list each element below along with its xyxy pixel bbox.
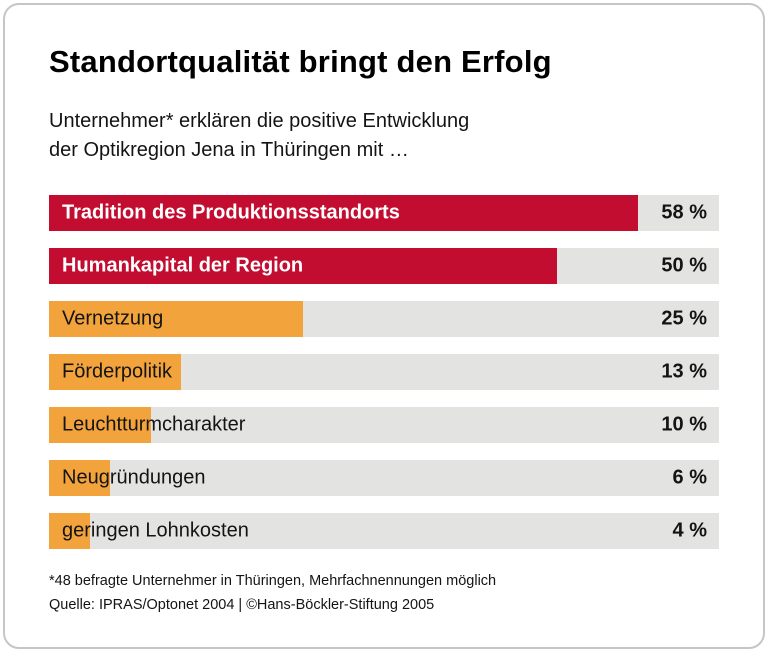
bar-track	[49, 460, 719, 496]
bar-value-label: 58 %	[661, 201, 707, 224]
bar-row: Leuchtturmcharakter 10 %	[49, 407, 719, 443]
bar-chart: Tradition des Produktionsstandorts 58 % Hu…	[49, 195, 719, 549]
bar-segment	[49, 460, 110, 496]
bar-category-label: Leuchtturmcharakter	[62, 413, 246, 436]
bar-track	[49, 513, 719, 549]
bar-value-label: 10 %	[661, 413, 707, 436]
bar-row: Humankapital der Region 50 %	[49, 248, 719, 284]
bar-value-label: 4 %	[672, 519, 707, 542]
subtitle-line-2: der Optikregion Jena in Thüringen mit …	[49, 139, 409, 161]
bar-category-label: Humankapital der Region	[62, 254, 304, 277]
source-line: Quelle: IPRAS/Optonet 2004 | ©Hans-Böckl…	[49, 597, 435, 613]
infographic-card: Standortqualität bringt den Erfolg Unter…	[3, 3, 765, 649]
bar-value-label: 50 %	[661, 254, 707, 277]
bar-row: Neugründungen 6 %	[49, 460, 719, 496]
bar-category-label: Tradition des Produktionsstandorts	[62, 201, 400, 224]
chart-title: Standortqualität bringt den Erfolg	[49, 44, 552, 79]
bar-row: Förderpolitik 13 %	[49, 354, 719, 390]
bar-value-label: 6 %	[672, 466, 707, 489]
subtitle-line-1: Unternehmer* erklären die positive Entwi…	[49, 110, 470, 132]
footnote: *48 befragte Unternehmer in Thüringen, M…	[49, 573, 497, 589]
bar-category-label: Förderpolitik	[62, 360, 173, 383]
bar-segment	[49, 407, 151, 443]
bar-segment	[49, 301, 303, 337]
bar-segment	[49, 248, 557, 284]
chart-subtitle: Unternehmer* erklären die positive Entwi…	[49, 107, 719, 165]
bar-value-label: 13 %	[661, 360, 707, 383]
bar-segment	[49, 513, 90, 549]
bar-row: Vernetzung 25 %	[49, 301, 719, 337]
bar-segment	[49, 195, 638, 231]
bar-row: geringen Lohnkosten 4 %	[49, 513, 719, 549]
bar-category-label: Vernetzung	[62, 307, 164, 330]
bar-segment	[49, 354, 181, 390]
bar-category-label: Neugründungen	[62, 466, 206, 489]
bar-category-label: geringen Lohnkosten	[62, 519, 249, 542]
bar-row: Tradition des Produktionsstandorts 58 %	[49, 195, 719, 231]
bar-track	[49, 407, 719, 443]
bar-value-label: 25 %	[661, 307, 707, 330]
